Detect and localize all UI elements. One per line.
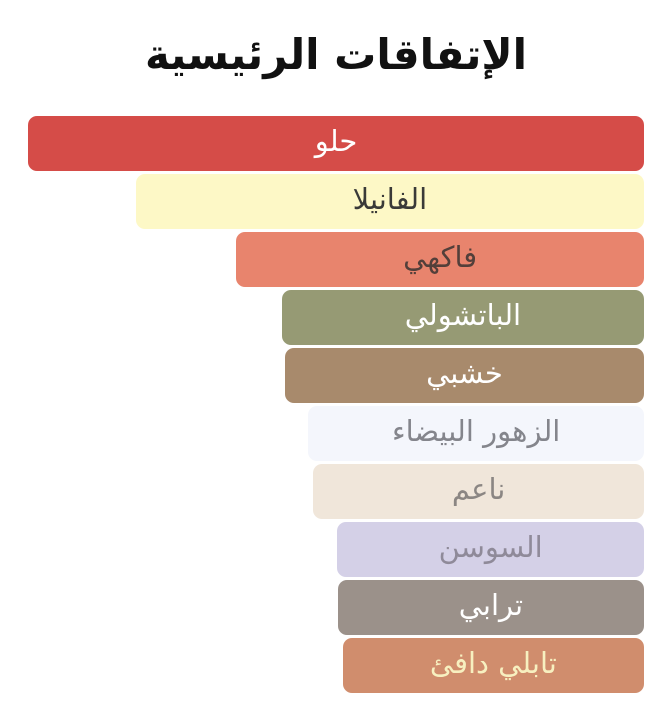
accord-bar: السوسن bbox=[337, 522, 644, 577]
accord-bar-label: خشبي bbox=[426, 356, 503, 390]
accord-bar-label: فاكهي bbox=[403, 240, 478, 274]
accord-bar-label: ناعم bbox=[451, 472, 506, 506]
accord-bar-label: الفانيلا bbox=[352, 182, 428, 216]
accord-bar: الفانيلا bbox=[135, 174, 644, 229]
accord-bar: ناعم bbox=[313, 464, 644, 519]
accord-bar-label: الباتشولي bbox=[404, 298, 522, 332]
accord-bar: فاكهي bbox=[236, 232, 644, 287]
accord-bar: الباتشولي bbox=[281, 290, 644, 345]
accord-bar: الزهور البيضاء bbox=[308, 406, 644, 461]
chart-title: الإتفاقات الرئيسية bbox=[144, 30, 528, 79]
accord-bar-label: ترابي bbox=[458, 588, 524, 622]
accord-bar: حلو bbox=[28, 116, 644, 171]
accord-bar-label: الزهور البيضاء bbox=[391, 414, 561, 448]
accord-bar: تابلي دافئ bbox=[342, 638, 644, 693]
accord-bar-label: تابلي دافئ bbox=[429, 646, 557, 680]
accord-bars-container: حلو الفانيلا فاكهي الباتشولي خشبي الزهور البي… bbox=[0, 112, 672, 693]
accord-bar: خشبي bbox=[284, 348, 644, 403]
accord-bar: ترابي bbox=[337, 580, 644, 635]
accord-bar-label: حلو bbox=[314, 124, 358, 158]
accord-bar-label: السوسن bbox=[438, 530, 543, 564]
